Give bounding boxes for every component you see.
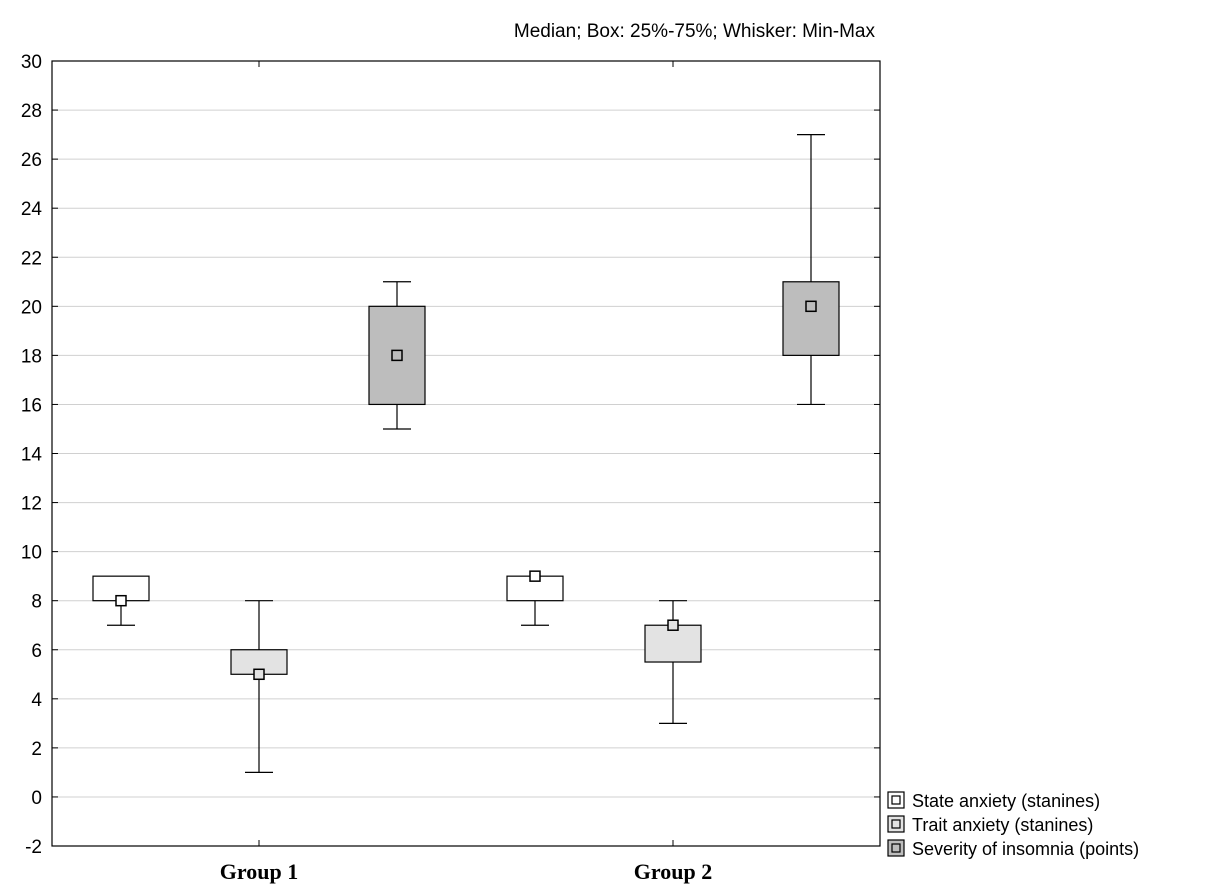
box-3-1 xyxy=(368,281,426,430)
y-tick-label: 10 xyxy=(21,543,42,564)
box-3-2 xyxy=(782,133,840,406)
median-marker xyxy=(805,300,817,313)
legend-marker xyxy=(891,819,901,829)
median-marker xyxy=(667,619,679,631)
y-tick-label: 6 xyxy=(31,641,42,662)
y-tick-label: 8 xyxy=(31,592,42,613)
y-tick-label: 4 xyxy=(31,690,42,711)
legend: State anxiety (stanines) Trait anxiety (s… xyxy=(887,791,1139,859)
median-marker xyxy=(391,349,403,362)
box-iqr xyxy=(644,624,702,663)
legend-label: Trait anxiety (stanines) xyxy=(912,815,1093,835)
y-tick-label: 24 xyxy=(21,199,43,220)
y-tick-label: 28 xyxy=(21,101,42,122)
y-tick-label: 2 xyxy=(31,739,42,760)
box-2-2 xyxy=(644,600,702,724)
boxes xyxy=(92,133,840,774)
y-tick-label: 30 xyxy=(21,52,42,73)
legend-item: State anxiety (stanines) xyxy=(887,791,1100,811)
box-2-1 xyxy=(230,600,288,774)
y-tick-label: 0 xyxy=(31,788,42,809)
x-category-label: Group 1 xyxy=(220,859,298,884)
plot-frame xyxy=(51,60,881,847)
y-tick-label: 14 xyxy=(21,445,43,466)
y-tick-label: 22 xyxy=(21,248,42,269)
legend-label: State anxiety (stanines) xyxy=(912,791,1100,811)
grid-lines xyxy=(52,109,880,798)
y-tick-label: 26 xyxy=(21,150,42,171)
legend-marker xyxy=(891,795,901,805)
chart-title: Median; Box: 25%-75%; Whisker: Min-Max xyxy=(514,21,876,42)
median-marker xyxy=(115,594,127,607)
legend-marker xyxy=(891,843,901,853)
y-tick-label: 16 xyxy=(21,395,42,416)
box-1-2 xyxy=(506,570,564,626)
y-tick-label: -2 xyxy=(25,837,42,858)
y-tick-label: 18 xyxy=(21,346,42,367)
median-marker xyxy=(529,570,541,582)
legend-label: Severity of insomnia (points) xyxy=(912,839,1139,859)
x-category-label: Group 2 xyxy=(634,859,712,884)
median-marker xyxy=(253,668,265,681)
y-tick-label: 20 xyxy=(21,297,42,318)
box-iqr xyxy=(782,281,840,356)
y-tick-label: 12 xyxy=(21,494,42,515)
box-1-1 xyxy=(92,575,150,626)
legend-item: Severity of insomnia (points) xyxy=(887,839,1139,859)
legend-item: Trait anxiety (stanines) xyxy=(887,815,1093,835)
